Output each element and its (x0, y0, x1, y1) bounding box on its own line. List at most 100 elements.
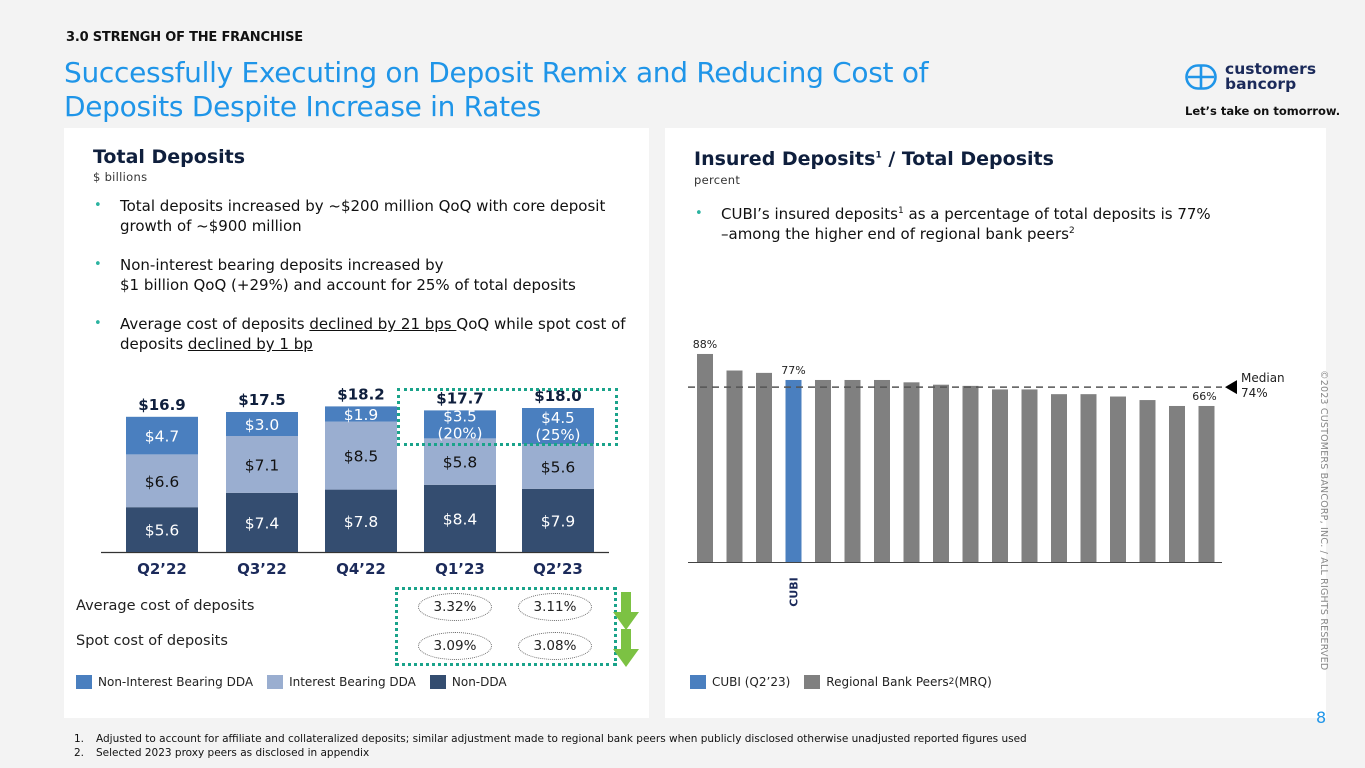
x-tick-label: Q2’23 (533, 560, 583, 578)
brand-name-line-1: customers (1225, 60, 1317, 78)
segment-label: $7.9 (541, 512, 576, 530)
total-deposits-bullets: Total deposits increased by ~$200 millio… (94, 196, 634, 373)
legend-label: (MRQ) (954, 675, 992, 689)
brand-tagline: Let’s take on tomorrow. (1185, 104, 1341, 118)
legend-label: Regional Bank Peers (826, 675, 949, 689)
bar-segment-interest-bearing-dda (325, 421, 397, 490)
average-cost-label: Average cost of deposits (76, 598, 255, 614)
legend-label: Interest Bearing DDA (289, 675, 416, 689)
legend-item-peers: Regional Bank Peers 2 (MRQ) (804, 675, 992, 689)
bar-segment-non-dda (522, 488, 594, 552)
brand-logo: customers bancorp (1185, 60, 1317, 93)
total-deposits-title: Total Deposits (93, 146, 246, 168)
average-cost-q1-23: 3.32% (418, 593, 492, 621)
legend-item-nib-dda: Non-Interest Bearing DDA (76, 675, 253, 689)
footnote-ref: 1 (875, 150, 882, 161)
bullet-text: as a percentage of total deposits is 77% (903, 205, 1211, 223)
highlight-box-costs (395, 587, 617, 666)
bar-total-label: $18.0 (534, 387, 581, 405)
bar-segment-non-dda (424, 484, 496, 552)
bar-segment-non-interest-bearing-dda (325, 406, 397, 422)
median-label-text: Median (1241, 371, 1285, 385)
bullet-text: QoQ while spot cost of deposits (120, 315, 626, 353)
insured-legend: CUBI (Q2’23) Regional Bank Peers 2 (MRQ) (690, 675, 1006, 689)
bar-segment-non-interest-bearing-dda (424, 410, 496, 439)
legend-swatch (804, 675, 821, 689)
bar-segment-non-dda (226, 492, 298, 552)
footnote-number: 2. (74, 747, 85, 759)
bullet-text: CUBI’s insured deposits (721, 205, 898, 223)
bar-segment-non-interest-bearing-dda (226, 412, 298, 436)
segment-label: $7.8 (344, 513, 379, 531)
footnote-2: 2. Selected 2023 proxy peers as disclosed… (74, 746, 1027, 760)
legend-swatch (429, 675, 446, 689)
segment-share-label: (25%) (535, 426, 580, 444)
segment-label: $4.5 (541, 409, 574, 427)
insured-deposits-bullets: CUBI’s insured deposits1 as a percentage… (695, 204, 1295, 263)
arrow-down-icon (613, 592, 639, 630)
spot-cost-q1-23: 3.09% (418, 632, 492, 660)
section-label: 3.0 STRENGH OF THE FRANCHISE (66, 30, 303, 45)
bar-total-label: $17.5 (238, 391, 285, 409)
median-label: Median 74% (1241, 371, 1285, 401)
bar-segment-interest-bearing-dda (424, 438, 496, 485)
bar-segment-non-dda (126, 507, 198, 552)
legend-label: Non-Interest Bearing DDA (98, 675, 254, 689)
segment-label: $5.6 (541, 458, 576, 476)
bar-segment-non-interest-bearing-dda (522, 408, 594, 444)
segment-label: $7.4 (245, 514, 280, 532)
footnote-text: Adjusted to account for affiliate and co… (96, 733, 1027, 745)
legend-label: Non-DDA (451, 675, 507, 689)
segment-label: $7.1 (245, 456, 280, 474)
bullet-underlined-text: declined by 21 bps (309, 315, 457, 333)
bullet-item: Non-interest bearing deposits increased … (94, 255, 634, 295)
brand-name-line-2: bancorp (1225, 75, 1297, 93)
insured-deposits-panel: Insured Deposits1 / Total Deposits perce… (665, 128, 1326, 718)
insured-deposits-title: Insured Deposits1 / Total Deposits (694, 148, 1054, 170)
segment-label: $1.9 (344, 406, 379, 424)
title-text: / Total Deposits (881, 148, 1054, 170)
bar-segment-interest-bearing-dda (126, 454, 198, 508)
segment-share-label: (20%) (437, 424, 482, 442)
segment-label: $3.5 (443, 407, 476, 425)
deposits-legend: Non-Interest Bearing DDA Interest Bearin… (76, 675, 521, 689)
x-tick-label: Q4’22 (336, 560, 386, 578)
legend-swatch (267, 675, 284, 689)
x-tick-label: Q1’23 (435, 560, 485, 578)
bullet-text: Average cost of deposits (120, 315, 310, 333)
arrow-down-icon (613, 629, 639, 667)
footnote-ref: 2 (1068, 226, 1075, 236)
bar-total-label: $18.2 (337, 385, 384, 403)
x-tick-label: Q3’22 (237, 560, 287, 578)
bar-segment-non-dda (325, 489, 397, 552)
bullet-text: Non-interest bearing deposits increased … (120, 256, 444, 274)
median-value-text: 74% (1241, 386, 1268, 400)
bullet-underlined-text: declined by 1 bp (187, 335, 313, 353)
legend-swatch (76, 675, 92, 689)
segment-label: $8.4 (443, 510, 478, 528)
legend-item-cubi: CUBI (Q2’23) (690, 675, 790, 689)
footnote-text: Selected 2023 proxy peers as disclosed i… (96, 747, 370, 759)
legend-swatch (690, 675, 706, 689)
insured-deposits-subtitle: percent (694, 173, 741, 187)
footnotes: 1. Adjusted to account for affiliate and … (74, 732, 1027, 760)
bullet-text: $1 billion QoQ (+29%) and account for 25… (120, 276, 576, 294)
segment-label: $4.7 (145, 428, 180, 446)
bullet-item: Average cost of deposits declined by 21 … (94, 314, 634, 354)
page-title-line-2: Deposits Despite Increase in Rates (64, 90, 541, 123)
title-text: Insured Deposits (694, 148, 876, 170)
bullet-item: CUBI’s insured deposits1 as a percentage… (695, 204, 1295, 244)
bar-segment-interest-bearing-dda (522, 444, 594, 489)
spot-cost-q2-23: 3.08% (518, 632, 592, 660)
x-tick-label: Q2’22 (137, 560, 187, 578)
total-deposits-subtitle: $ billions (93, 170, 148, 184)
bullet-text: –among the higher end of regional bank p… (721, 225, 1069, 243)
page-title-line-1: Successfully Executing on Deposit Remix … (64, 56, 929, 89)
segment-label: $8.5 (344, 448, 379, 466)
average-cost-q2-23: 3.11% (518, 593, 592, 621)
bar-segment-interest-bearing-dda (226, 436, 298, 493)
bullet-item: Total deposits increased by ~$200 millio… (94, 196, 634, 236)
bank-logo-icon (1185, 64, 1217, 90)
footnote-1: 1. Adjusted to account for affiliate and … (74, 732, 1027, 746)
